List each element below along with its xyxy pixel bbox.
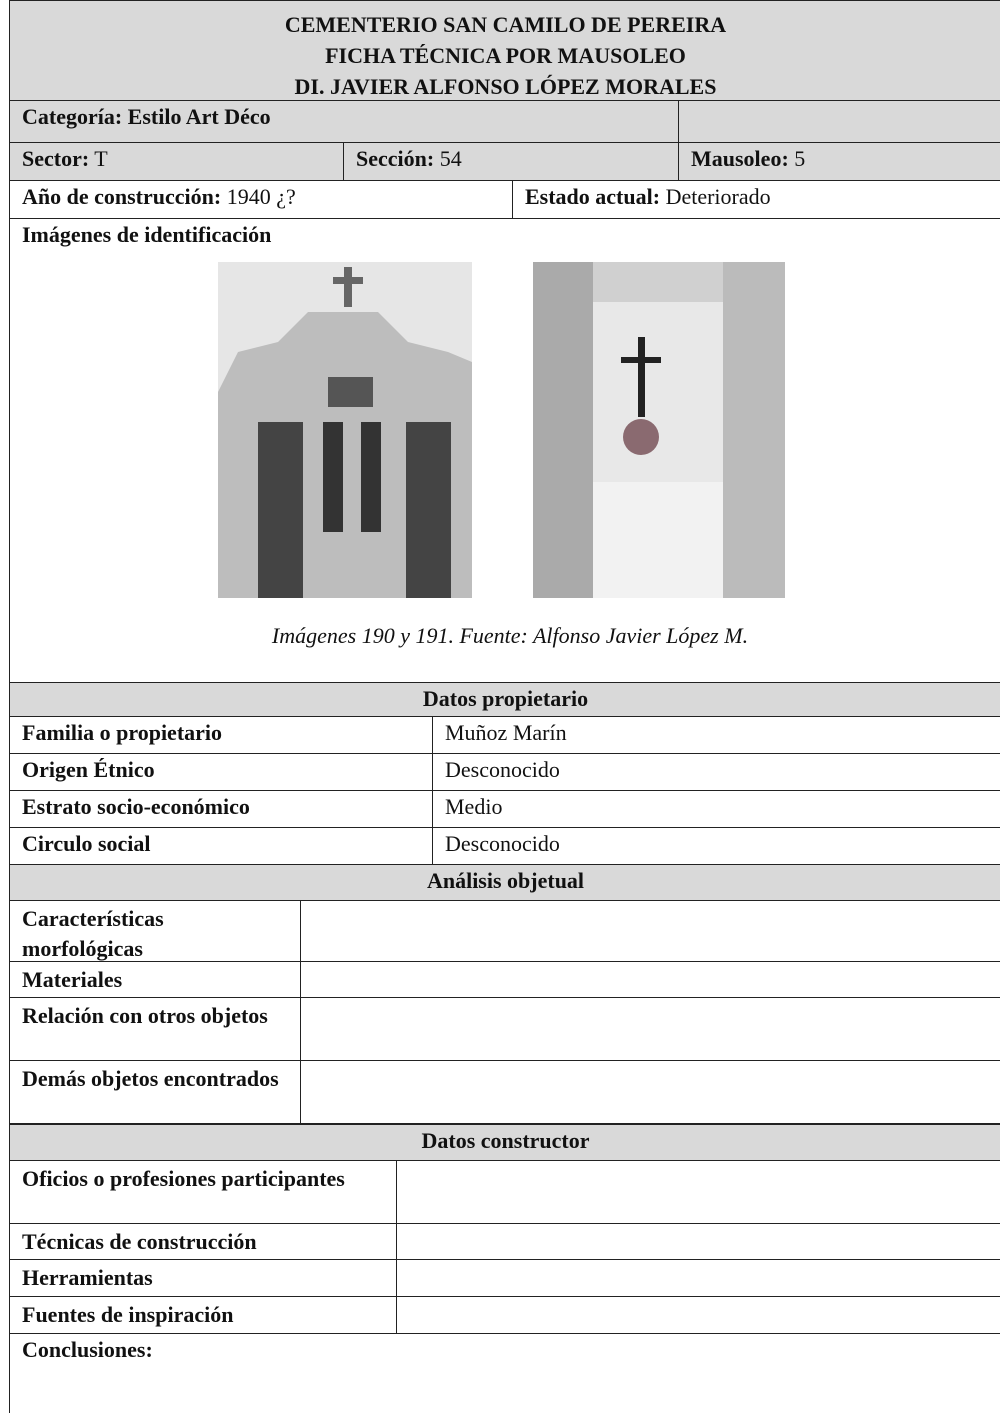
owner-value-cell: Desconocido bbox=[432, 753, 1000, 791]
photo-facade bbox=[218, 262, 472, 598]
sector-label: Sector: bbox=[22, 146, 90, 171]
owner-label: Estrato socio-económico bbox=[22, 794, 250, 819]
estado-label: Estado actual: bbox=[525, 184, 661, 209]
analysis-label-cell: Materiales bbox=[9, 961, 301, 998]
owner-value-cell: Desconocido bbox=[432, 827, 1000, 865]
images-cell: Imágenes de identificación Imágenes 190 y… bbox=[9, 218, 1000, 683]
builder-label: Fuentes de inspiración bbox=[22, 1302, 234, 1327]
builder-value-cell bbox=[396, 1296, 1000, 1334]
anio-label: Año de construcción: bbox=[22, 184, 222, 209]
estado-value: Deteriorado bbox=[665, 184, 771, 209]
seccion-value: 54 bbox=[439, 146, 462, 171]
seccion-label: Sección: bbox=[356, 146, 435, 171]
analysis-label-cell: Demás objetos encontrados bbox=[9, 1060, 301, 1124]
owner-label-cell: Origen Étnico bbox=[9, 753, 433, 791]
caption-wrap: Imágenes 190 y 191. Fuente: Alfonso Javi… bbox=[10, 623, 1000, 649]
builder-label: Técnicas de construcción bbox=[22, 1229, 257, 1254]
builder-value-cell bbox=[396, 1160, 1000, 1224]
owner-value: Desconocido bbox=[445, 831, 560, 856]
images-title: Imágenes de identificación bbox=[22, 222, 272, 247]
owner-value-cell: Medio bbox=[432, 790, 1000, 828]
category: Categoría: Estilo Art Déco bbox=[22, 104, 271, 129]
builder-label-cell: Fuentes de inspiración bbox=[9, 1296, 397, 1334]
owner-label: Origen Étnico bbox=[22, 757, 155, 782]
conclusions-label: Conclusiones: bbox=[22, 1337, 153, 1362]
header-line: DI. JAVIER ALFONSO LÓPEZ MORALES bbox=[294, 74, 717, 99]
sector-value: T bbox=[94, 146, 108, 171]
section-title: Datos propietario bbox=[422, 686, 589, 711]
owner-label: Familia o propietario bbox=[22, 720, 223, 745]
anio-value: 1940 ¿? bbox=[226, 184, 296, 209]
images-caption: Imágenes 190 y 191. Fuente: Alfonso Javi… bbox=[271, 623, 749, 648]
analysis-label: Demás objetos encontrados bbox=[22, 1066, 279, 1091]
empty-cell bbox=[678, 100, 1000, 143]
analysis-label-cell: Características morfológicas bbox=[9, 900, 301, 962]
mausoleo-value: 5 bbox=[794, 146, 806, 171]
builder-value-cell bbox=[396, 1259, 1000, 1297]
header-line: FICHA TÉCNICA POR MAUSOLEO bbox=[325, 43, 686, 68]
seccion-cell: Sección: 54 bbox=[343, 142, 679, 181]
section-header: Datos constructor bbox=[9, 1124, 1000, 1161]
header: CEMENTERIO SAN CAMILO DE PEREIRA FICHA TÉ… bbox=[9, 0, 1000, 101]
owner-value-cell: Muñoz Marín bbox=[432, 716, 1000, 754]
section-title: Datos constructor bbox=[421, 1128, 590, 1153]
header-line: CEMENTERIO SAN CAMILO DE PEREIRA bbox=[284, 12, 727, 37]
analysis-label: Características morfológicas bbox=[22, 906, 164, 961]
section-header: Datos propietario bbox=[9, 682, 1000, 717]
owner-label-cell: Estrato socio-económico bbox=[9, 790, 433, 828]
section-header: Análisis objetual bbox=[9, 864, 1000, 901]
photo-interior bbox=[533, 262, 785, 598]
sector-cell: Sector: T bbox=[9, 142, 344, 181]
owner-value: Desconocido bbox=[445, 757, 560, 782]
owner-label-cell: Familia o propietario bbox=[9, 716, 433, 754]
conclusions-cell: Conclusiones: bbox=[9, 1333, 1000, 1413]
analysis-value-cell bbox=[300, 997, 1000, 1061]
analysis-label-cell: Relación con otros objetos bbox=[9, 997, 301, 1061]
analysis-label: Materiales bbox=[22, 967, 123, 992]
owner-label-cell: Circulo social bbox=[9, 827, 433, 865]
builder-label-cell: Herramientas bbox=[9, 1259, 397, 1297]
builder-label: Herramientas bbox=[22, 1265, 153, 1290]
mausoleo-cell: Mausoleo: 5 bbox=[678, 142, 1000, 181]
builder-label-cell: Técnicas de construcción bbox=[9, 1223, 397, 1260]
anio-cell: Año de construcción: 1940 ¿? bbox=[9, 180, 513, 219]
builder-label-cell: Oficios o profesiones participantes bbox=[9, 1160, 397, 1224]
estado-cell: Estado actual: Deteriorado bbox=[512, 180, 1000, 219]
analysis-value-cell bbox=[300, 1060, 1000, 1124]
builder-value-cell bbox=[396, 1223, 1000, 1260]
mausoleo-label: Mausoleo: bbox=[691, 146, 789, 171]
owner-value: Muñoz Marín bbox=[445, 720, 567, 745]
owner-label: Circulo social bbox=[22, 831, 151, 856]
section-title: Análisis objetual bbox=[426, 868, 585, 893]
owner-value: Medio bbox=[445, 794, 503, 819]
analysis-label: Relación con otros objetos bbox=[22, 1003, 268, 1028]
category-cell: Categoría: Estilo Art Déco bbox=[9, 100, 679, 143]
analysis-value-cell bbox=[300, 961, 1000, 998]
analysis-value-cell bbox=[300, 900, 1000, 962]
builder-label: Oficios o profesiones participantes bbox=[22, 1166, 345, 1191]
